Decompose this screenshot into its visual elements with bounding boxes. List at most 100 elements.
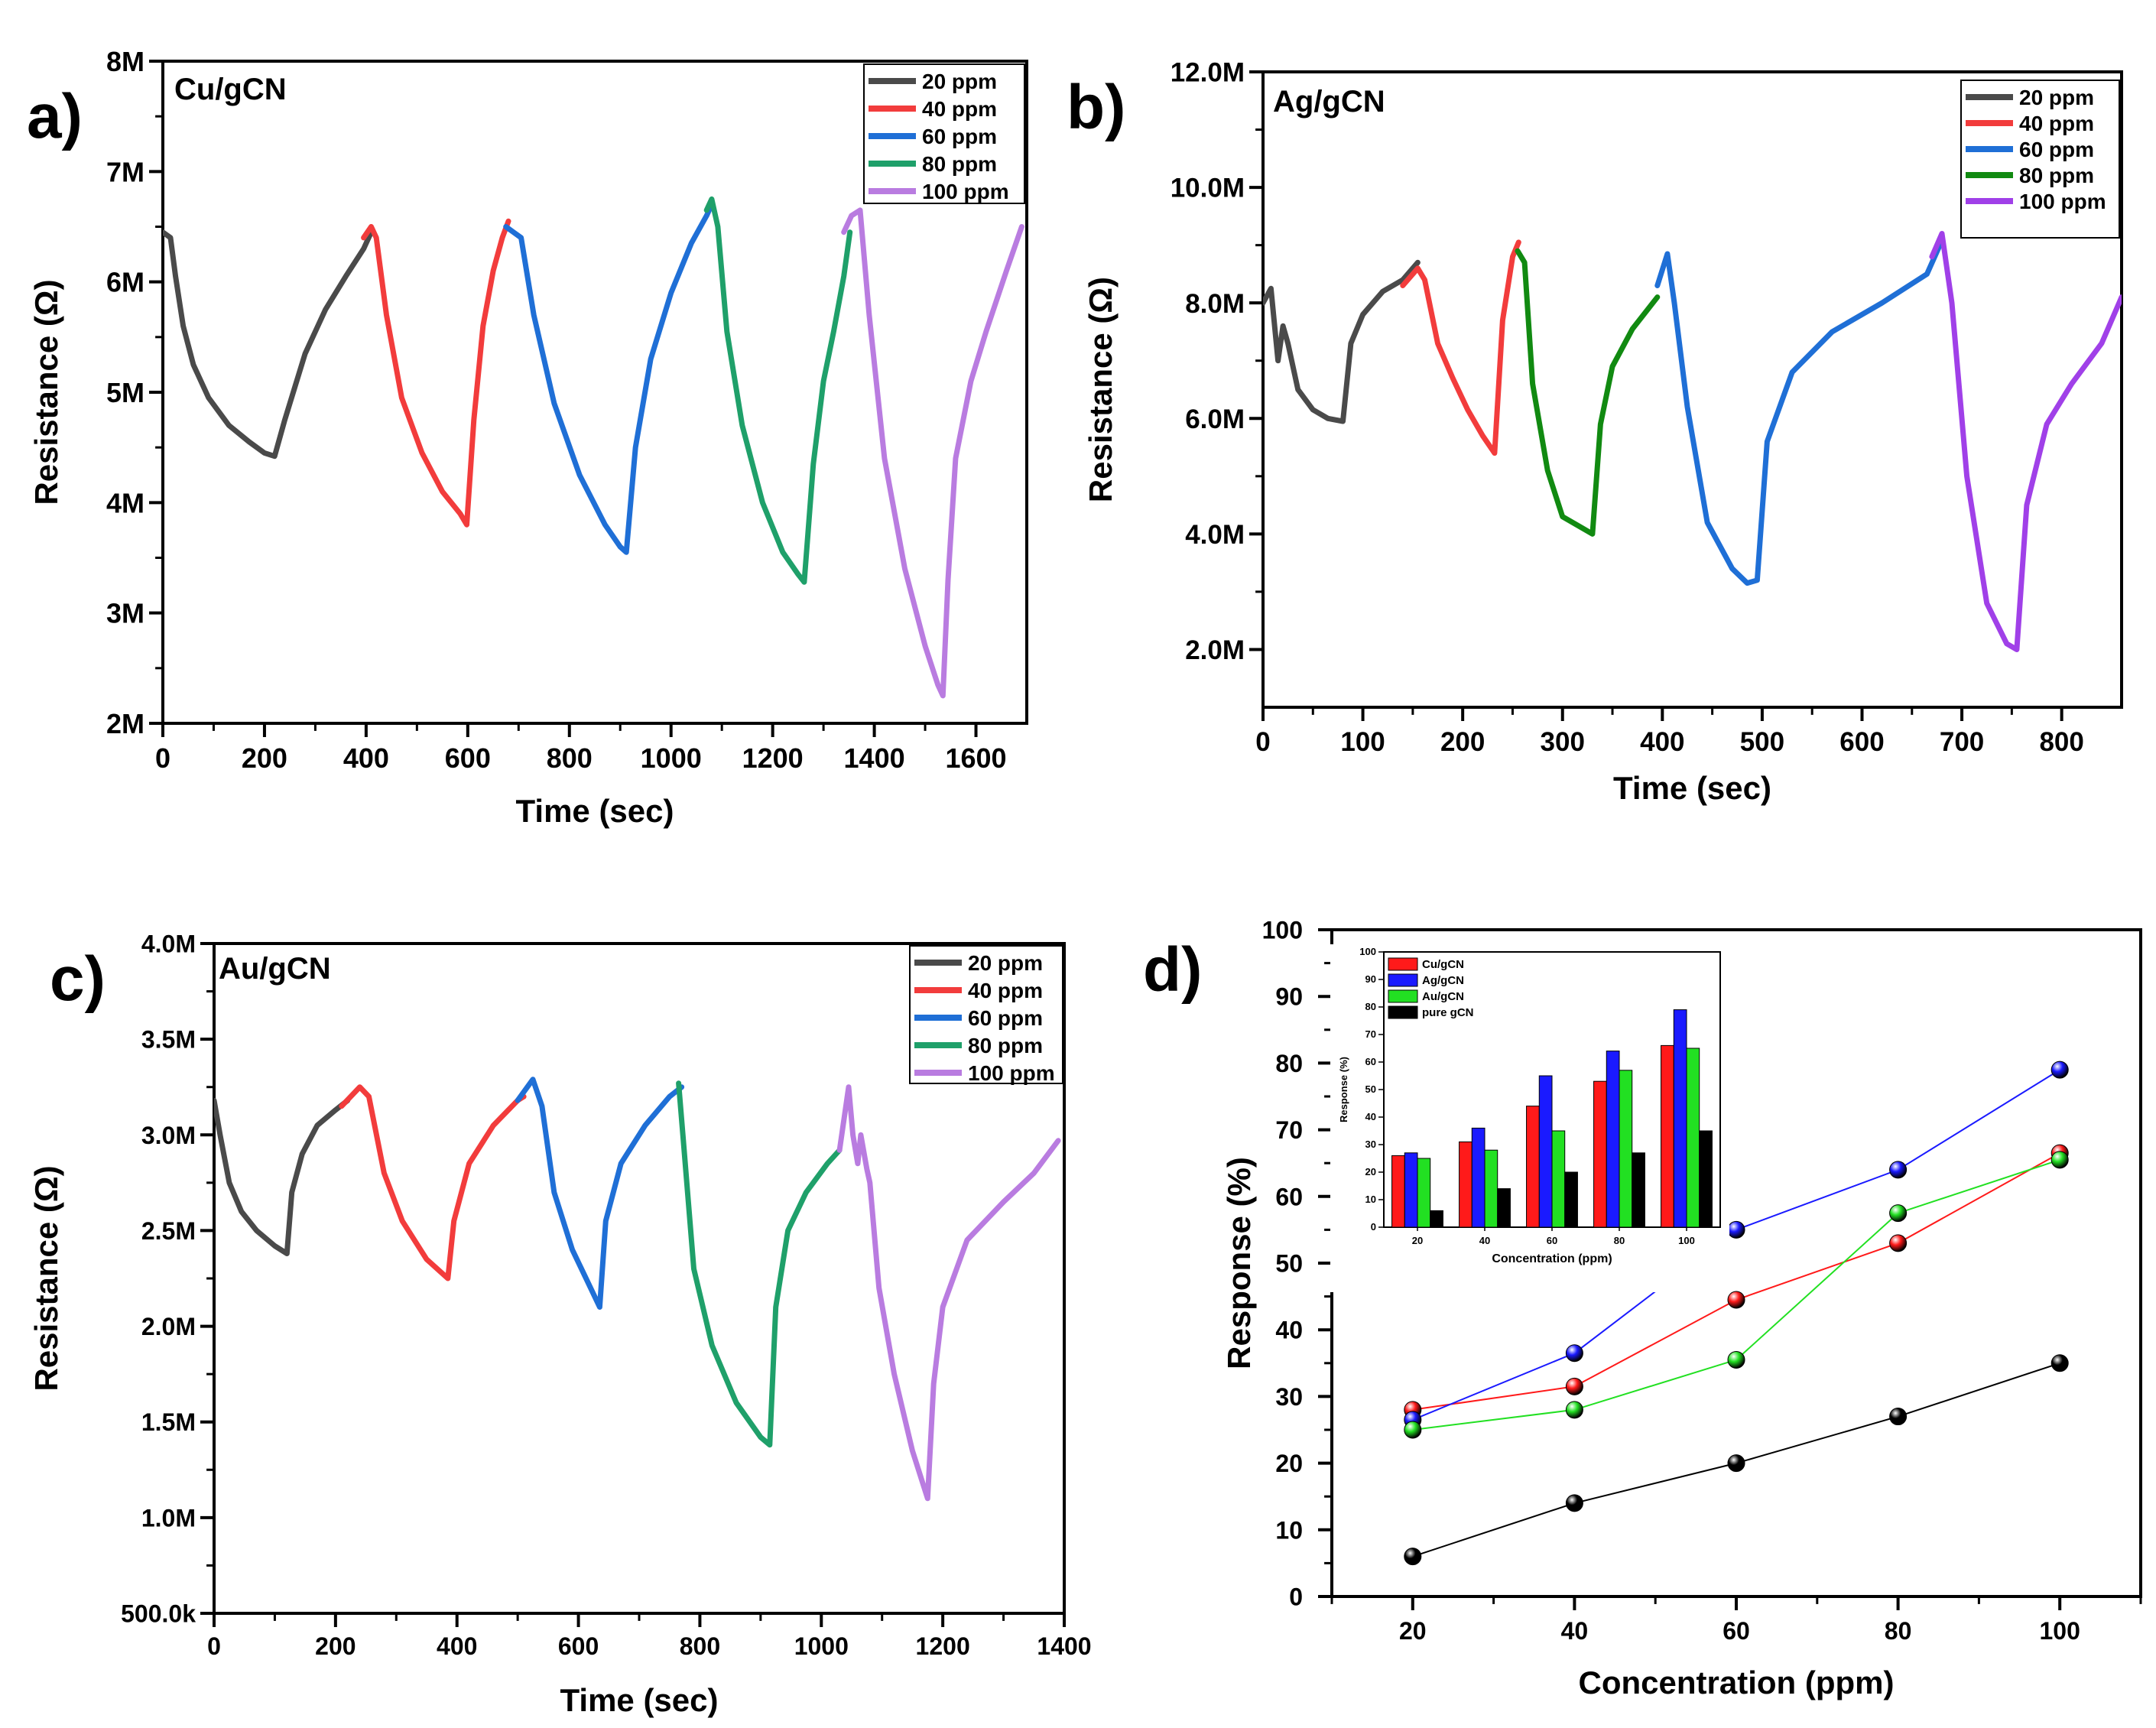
panel-c: c) 0 200 400 600 800 1000 1200 1400 500.0k 1.0M 1.5… (28, 931, 1092, 1718)
legend-label: 60 ppm (922, 125, 997, 148)
series-line-80-ppm (676, 1080, 843, 1448)
y-tick-label: 2.0M (141, 1313, 196, 1340)
legend: 20 ppm 40 ppm 60 ppm 80 ppm 100 ppm (909, 945, 1063, 1085)
legend-label: 100 ppm (922, 180, 1009, 203)
plot-frame (1261, 70, 2123, 709)
x-tick-label: 1000 (794, 1632, 849, 1660)
legend-label: 80 ppm (2019, 164, 2094, 187)
legend-label: 60 ppm (2019, 138, 2094, 161)
x-tick-label: 400 (343, 742, 389, 774)
x-axis-label: Concentration (ppm) (1579, 1665, 1895, 1700)
legend-label: Ag/gCN (1422, 974, 1464, 987)
data-point (1889, 1408, 1908, 1426)
x-axis-label: Time (sec) (516, 793, 674, 829)
x-tick-label: 100 (1678, 1235, 1695, 1246)
y-tick-label: 30 (1275, 1383, 1303, 1411)
x-tick-label: 1400 (1037, 1632, 1091, 1660)
bar (1564, 1171, 1578, 1228)
bar (1391, 1155, 1405, 1228)
x-tick-label: 1400 (844, 742, 905, 774)
bar (1673, 1009, 1687, 1228)
x-tick-label: 40 (1479, 1235, 1490, 1246)
y-tick-label: 4.0M (1185, 520, 1245, 550)
x-tick-label: 800 (2039, 727, 2083, 757)
y-tick-label: 100 (1359, 946, 1376, 957)
legend-label: 20 ppm (2019, 86, 2094, 109)
panel-title: Cu/gCN (174, 73, 287, 106)
y-tick-label: 6M (106, 267, 144, 298)
y-tick-label: 10 (1275, 1516, 1303, 1544)
x-tick-label: 400 (1640, 727, 1684, 757)
panel-label: b) (1067, 73, 1125, 142)
y-tick-label: 2.0M (1185, 635, 1245, 665)
series-line-80-ppm (703, 196, 853, 585)
data-point (1727, 1454, 1745, 1473)
data-point (1565, 1377, 1583, 1395)
legend: 20 ppm 40 ppm 60 ppm 80 ppm 100 ppm (863, 63, 1025, 204)
y-tick-label: 4M (106, 487, 144, 518)
bar (1619, 1070, 1633, 1228)
x-tick-label: 80 (1614, 1235, 1625, 1246)
legend-label: 20 ppm (968, 951, 1043, 975)
x-tick-label: 60 (1547, 1235, 1557, 1246)
y-axis-label: Resistance (Ω) (28, 279, 64, 505)
x-axis-label: Time (sec) (560, 1682, 719, 1718)
y-tick-label: 80 (1365, 1001, 1376, 1012)
bar (1632, 1152, 1645, 1228)
data-point (1404, 1548, 1422, 1566)
bar (1593, 1080, 1607, 1228)
legend-label: Au/gCN (1422, 990, 1464, 1003)
x-tick-label: 600 (558, 1632, 599, 1660)
x-tick-label: 200 (315, 1632, 356, 1660)
series-line-20-ppm (214, 1097, 351, 1256)
x-tick-label: 400 (437, 1632, 477, 1660)
y-tick-label: 60 (1275, 1183, 1303, 1210)
legend-label: 40 ppm (2019, 112, 2094, 135)
panel-d-inset: 0 10 20 30 40 50 60 70 80 90 100 20 40 60 80 100 Cu/gCN A… (1330, 944, 1729, 1292)
y-tick-label: 40 (1365, 1111, 1376, 1122)
legend-label: 100 ppm (2019, 190, 2106, 213)
y-axis-label: Response (%) (1221, 1157, 1257, 1369)
bar (1551, 1130, 1566, 1228)
y-tick-label: 500.0k (121, 1600, 196, 1628)
y-tick-label: 4.0M (141, 931, 196, 958)
y-tick-label: 50 (1275, 1250, 1303, 1278)
bar (1661, 1044, 1674, 1228)
series-line-80-ppm (1515, 248, 1661, 537)
data-point (2050, 1061, 2069, 1079)
bar (1526, 1106, 1540, 1228)
y-tick-label: 30 (1365, 1138, 1376, 1150)
y-axis-label: Response (%) (1338, 1057, 1349, 1122)
data-point (1727, 1291, 1745, 1309)
bar (1606, 1051, 1620, 1228)
legend-swatch (1388, 1005, 1418, 1019)
panel-title: Au/gCN (219, 952, 331, 986)
series-line-60-ppm (503, 202, 715, 555)
y-tick-label: 20 (1275, 1450, 1303, 1477)
y-tick-label: 50 (1365, 1083, 1376, 1095)
series-line-60-ppm (1654, 242, 1943, 586)
y-tick-label: 80 (1275, 1050, 1303, 1077)
y-tick-label: 3.5M (141, 1026, 196, 1054)
series-line-100-ppm (1929, 231, 2122, 652)
legend-label: pure gCN (1422, 1006, 1474, 1019)
x-tick-label: 20 (1399, 1617, 1427, 1645)
x-tick-label: 600 (445, 742, 491, 774)
panel-d: d)20 40 60 80 1000102030405060708090100Conce… (1143, 917, 2142, 1700)
bar (1471, 1127, 1485, 1228)
y-tick-label: 3M (106, 598, 144, 629)
series-line-20-ppm (163, 229, 374, 460)
bar (1404, 1152, 1418, 1228)
data-point (1889, 1234, 1908, 1252)
series-group (163, 196, 1024, 699)
x-tick-label: 0 (155, 742, 170, 774)
x-tick-label: 1000 (641, 742, 702, 774)
bar (1417, 1158, 1431, 1228)
data-point (2050, 1354, 2069, 1372)
x-tick-label: 300 (1541, 727, 1585, 757)
data-point (1565, 1494, 1583, 1512)
x-tick-label: 100 (2040, 1617, 2080, 1645)
y-tick-label: 3.0M (141, 1122, 196, 1149)
series-line-100-ppm (836, 1084, 1061, 1502)
x-tick-label: 100 (1340, 727, 1385, 757)
